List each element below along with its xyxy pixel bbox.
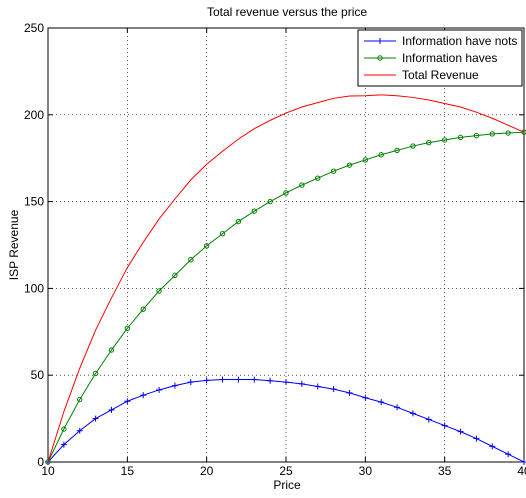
data-point-information-haves xyxy=(457,134,464,141)
series-information-haves xyxy=(45,129,526,465)
data-point-information-haves xyxy=(235,218,242,225)
data-point-information-haves xyxy=(219,231,226,237)
grid-lines xyxy=(48,28,524,462)
legend-box xyxy=(357,29,523,87)
data-point-information-have-nots xyxy=(219,376,226,383)
data-point-information-haves xyxy=(156,288,162,294)
data-point-information-haves xyxy=(362,157,369,163)
data-point-information-have-nots xyxy=(346,389,353,396)
data-point-information-haves xyxy=(473,132,480,139)
data-point-information-haves xyxy=(283,190,289,196)
y-tick-label: 50 xyxy=(31,368,45,382)
data-point-information-have-nots xyxy=(187,379,194,386)
data-point-information-have-nots xyxy=(362,394,369,401)
data-point-information-haves xyxy=(315,175,321,181)
x-tick-label: 15 xyxy=(121,464,135,478)
data-point-information-haves xyxy=(267,198,273,205)
data-point-information-haves xyxy=(330,168,337,174)
data-point-information-have-nots xyxy=(298,380,305,387)
data-point-information-haves xyxy=(299,182,305,188)
data-point-information-haves xyxy=(92,370,99,377)
x-axis-label: Price xyxy=(273,478,301,492)
y-axis-label: ISP Revenue xyxy=(7,209,21,280)
legend-item-information-have-nots: Information have nots xyxy=(364,34,517,48)
x-tick-label: 10 xyxy=(41,464,55,478)
y-tick-label: 100 xyxy=(24,281,44,295)
series-total-revenue xyxy=(47,94,525,463)
data-point-information-haves xyxy=(378,152,384,158)
data-point-information-haves xyxy=(140,306,146,312)
x-tick-label: 30 xyxy=(359,464,373,478)
data-point-information-haves xyxy=(108,347,115,353)
data-point-information-haves xyxy=(505,130,511,136)
x-tick-label: 40 xyxy=(517,464,526,478)
data-point-information-haves xyxy=(172,272,178,279)
data-point-information-have-nots xyxy=(203,377,210,384)
data-point-information-haves xyxy=(426,139,432,146)
data-point-information-haves xyxy=(489,131,495,137)
data-point-information-haves xyxy=(188,257,194,263)
data-point-information-haves xyxy=(521,129,526,135)
data-point-information-have-nots xyxy=(473,435,480,442)
data-point-information-haves xyxy=(346,162,353,168)
data-point-information-haves xyxy=(251,208,257,214)
data-point-information-have-nots xyxy=(124,398,131,405)
data-point-information-have-nots xyxy=(330,386,337,393)
legend-label: Information have nots xyxy=(402,34,517,48)
x-tick-label: 20 xyxy=(200,464,214,478)
axis-ticks: 10 15 20 25 30 35 40 0 50 100 150 200 250 xyxy=(24,21,526,478)
series-line-total-revenue xyxy=(47,94,525,463)
data-point-information-have-nots xyxy=(251,376,258,383)
legend: Information have nots Information haves To… xyxy=(357,29,523,87)
data-point-information-have-nots xyxy=(108,406,115,413)
data-point-information-have-nots xyxy=(521,459,526,465)
data-point-information-have-nots xyxy=(283,379,289,386)
data-point-information-have-nots xyxy=(441,422,448,429)
data-point-information-have-nots xyxy=(60,441,67,448)
data-point-information-have-nots xyxy=(76,427,83,434)
x-tick-label: 25 xyxy=(279,464,293,478)
data-point-information-have-nots xyxy=(457,428,464,435)
data-point-information-have-nots xyxy=(425,416,432,423)
data-point-information-have-nots xyxy=(171,382,178,389)
legend-item-total-revenue: Total Revenue xyxy=(364,68,479,82)
data-point-information-haves xyxy=(124,325,131,332)
y-tick-label: 200 xyxy=(24,108,44,122)
data-point-information-have-nots xyxy=(235,376,242,383)
legend-marker xyxy=(377,55,383,61)
data-point-information-have-nots xyxy=(140,392,147,399)
y-tick-label: 0 xyxy=(37,455,44,469)
data-point-information-have-nots xyxy=(489,443,496,450)
data-point-information-have-nots xyxy=(156,386,163,393)
data-point-information-have-nots xyxy=(409,410,416,417)
y-tick-label: 150 xyxy=(24,195,44,209)
series-layer xyxy=(45,94,526,465)
data-point-information-haves xyxy=(410,143,416,149)
data-point-information-haves xyxy=(441,137,448,143)
data-point-information-haves xyxy=(203,243,210,249)
data-point-information-haves xyxy=(77,396,83,403)
data-point-information-haves xyxy=(61,426,67,432)
data-point-information-haves xyxy=(394,147,400,154)
data-point-information-have-nots xyxy=(267,377,274,384)
data-point-information-have-nots xyxy=(314,383,321,390)
series-line-information-haves xyxy=(47,131,525,463)
data-point-information-have-nots xyxy=(378,399,385,406)
legend-item-information-haves: Information haves xyxy=(364,51,497,65)
data-point-information-have-nots xyxy=(394,404,401,411)
data-point-information-have-nots xyxy=(505,451,512,458)
legend-label: Information haves xyxy=(402,51,497,65)
legend-marker xyxy=(377,38,383,44)
data-point-information-haves xyxy=(45,459,51,465)
x-tick-label: 35 xyxy=(438,464,452,478)
y-tick-label: 250 xyxy=(24,21,44,35)
legend-label: Total Revenue xyxy=(402,68,479,82)
series-information-have-nots xyxy=(45,376,526,465)
chart-title: Total revenue versus the price xyxy=(207,5,367,19)
data-point-information-have-nots xyxy=(92,415,99,422)
